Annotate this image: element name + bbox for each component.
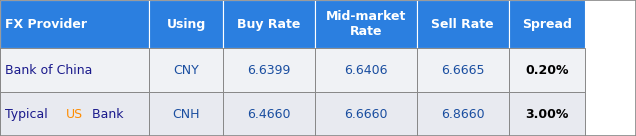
Bar (223, 92, 315, 136)
Bar (149, 92, 223, 136)
Bar (223, 0, 315, 48)
Text: Sell Rate: Sell Rate (431, 18, 494, 31)
Text: 0.20%: 0.20% (525, 64, 569, 77)
Text: 6.6660: 6.6660 (344, 108, 387, 121)
Text: 6.4660: 6.4660 (247, 108, 291, 121)
Text: CNY: CNY (173, 64, 199, 77)
Bar (509, 92, 585, 136)
Bar (509, 0, 585, 48)
Text: Mid-market
Rate: Mid-market Rate (326, 10, 406, 38)
Bar (315, 48, 417, 92)
Text: 3.00%: 3.00% (525, 108, 569, 121)
Bar (417, 48, 509, 92)
Text: Bank of China: Bank of China (5, 64, 92, 77)
Text: Spread: Spread (522, 18, 572, 31)
Bar (417, 92, 509, 136)
Bar (315, 92, 417, 136)
Text: 6.6665: 6.6665 (441, 64, 485, 77)
Text: 6.6406: 6.6406 (344, 64, 387, 77)
Text: 6.8660: 6.8660 (441, 108, 485, 121)
Bar (0, 0, 149, 48)
Text: FX Provider: FX Provider (5, 18, 87, 31)
Bar (315, 0, 417, 48)
Text: 6.6399: 6.6399 (247, 64, 291, 77)
Text: Typical: Typical (5, 108, 52, 121)
Bar (149, 0, 223, 48)
Bar (509, 48, 585, 92)
Bar (0, 92, 149, 136)
Bar (149, 48, 223, 92)
Text: Buy Rate: Buy Rate (237, 18, 300, 31)
Bar (223, 48, 315, 92)
Text: US: US (66, 108, 83, 121)
Bar (417, 0, 509, 48)
Bar (0, 48, 149, 92)
Text: CNH: CNH (172, 108, 200, 121)
Text: Bank: Bank (88, 108, 123, 121)
Text: Using: Using (167, 18, 205, 31)
